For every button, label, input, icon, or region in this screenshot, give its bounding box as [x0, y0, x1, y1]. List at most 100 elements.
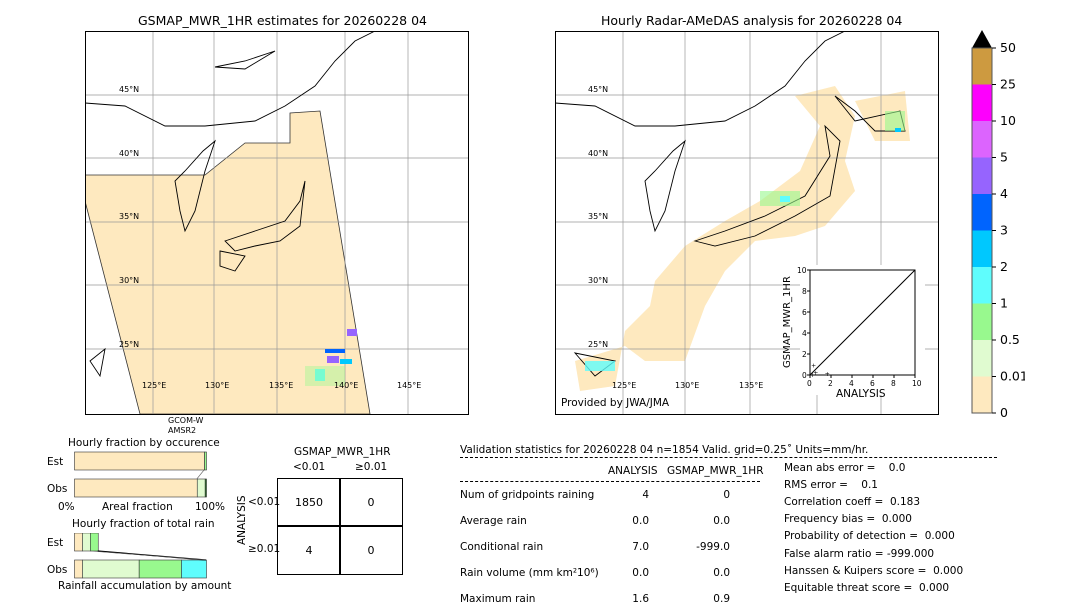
- lon-label: 140°E: [334, 381, 359, 390]
- colorbar-segment: [972, 303, 992, 340]
- stat-label: Rain volume (mm km²10⁶): [460, 567, 599, 579]
- rain-fraction-bars: [74, 533, 207, 579]
- col-label: <0.01: [293, 461, 326, 473]
- colorbar: 0 0.01 0.5 1 2 3 4 5 10 25 50: [971, 30, 1025, 420]
- divider: [460, 457, 997, 458]
- divider: [460, 481, 760, 482]
- colorbar-segment: [972, 230, 992, 267]
- rain-cells: [585, 111, 905, 371]
- scatter-ylabel: GSMAP_MWR_1HR: [782, 276, 793, 368]
- obs-bar-segment: [196, 478, 206, 498]
- stat-analysis-value: 4: [642, 489, 649, 501]
- stat-label: Average rain: [460, 515, 527, 527]
- lon-label: 135°E: [739, 381, 764, 390]
- est-bar-segment: [204, 451, 207, 471]
- contingency-cell: 0: [339, 525, 403, 575]
- stat-label: Conditional rain: [460, 541, 544, 553]
- colorbar-tick-label: 3: [1000, 223, 1008, 238]
- scatter-xlabel: ANALYSIS: [836, 388, 886, 400]
- obs-bar-segment: [204, 478, 207, 498]
- rain-cells: [305, 329, 357, 386]
- colorbar-tick-label: 2: [1000, 259, 1008, 274]
- rain-fraction-title: Hourly fraction of total rain: [72, 518, 215, 530]
- obs-bar-segment: [74, 559, 83, 579]
- col-analysis: ANALYSIS: [608, 465, 658, 477]
- est-bar-segment: [90, 533, 99, 552]
- stat-analysis-value: 1.6: [632, 593, 649, 605]
- lon-label: 145°E: [397, 381, 422, 390]
- lon-label: 125°E: [612, 381, 637, 390]
- colorbar-tick-label: 1: [1000, 296, 1008, 311]
- stat-gsmap-value: -999.0: [696, 541, 730, 553]
- xtick-100: 100%: [195, 501, 226, 513]
- colorbar-tick-label: 0: [1000, 405, 1008, 420]
- score-line: Probability of detection = 0.000: [784, 530, 955, 543]
- contingency-row-title: ANALYSIS: [236, 495, 248, 545]
- est-bar-segment: [82, 533, 91, 552]
- rain-fraction-xlabel: Rainfall accumulation by amount: [58, 580, 232, 592]
- gridlines: [85, 31, 469, 415]
- stat-gsmap-value: 0: [723, 489, 730, 501]
- score-line: Equitable threat score = 0.000: [784, 581, 950, 594]
- stat-label: Num of gridpoints raining: [460, 489, 595, 501]
- x-tick-label: 10: [912, 379, 922, 388]
- row-label-est: Est: [47, 456, 64, 468]
- row-label-obs: Obs: [47, 483, 68, 495]
- y-tick-label: 0: [802, 371, 807, 380]
- colorbar-tick-label: 0.01: [1000, 369, 1025, 384]
- row-label-est: Est: [47, 537, 64, 549]
- colorbar-segment: [972, 84, 992, 121]
- x-tick-label: 0: [807, 379, 812, 388]
- lon-label: 130°E: [205, 381, 230, 390]
- gridlines: [555, 31, 939, 415]
- stat-analysis-value: 0.0: [632, 567, 649, 579]
- occurrence-title: Hourly fraction by occurence: [68, 437, 220, 449]
- occurrence-xlabel: Areal fraction: [102, 501, 173, 513]
- connector-line: [196, 469, 205, 480]
- score-line: Mean abs error = 0.0: [784, 462, 906, 474]
- contingency-col-title: GSMAP_MWR_1HR: [294, 446, 391, 458]
- colorbar-tick-label: 0.5: [1000, 332, 1020, 347]
- y-tick-label: 8: [802, 287, 807, 296]
- lat-label: 30°N: [588, 276, 609, 285]
- stats-header: Validation statistics for 20260228 04 n=…: [460, 444, 869, 456]
- occurrence-bars: [74, 451, 207, 498]
- sensor-label: AMSR2: [168, 426, 197, 435]
- colorbar-tick-label: 50: [1000, 40, 1016, 55]
- coastlines: [85, 31, 376, 378]
- colorbar-segment: [972, 121, 992, 158]
- score-line: Correlation coeff = 0.183: [784, 496, 920, 509]
- x-tick-label: 4: [849, 379, 854, 388]
- right-map-title: Hourly Radar-AMeDAS analysis for 2026022…: [601, 13, 903, 28]
- satellite-swath: [85, 110, 371, 415]
- colorbar-segment: [972, 267, 992, 304]
- lat-label: 25°N: [119, 340, 140, 349]
- scatter-point: +: [825, 371, 830, 378]
- lat-label: 35°N: [588, 212, 609, 221]
- scatter-diagonal: [809, 269, 916, 376]
- scatter-point: +: [811, 363, 816, 370]
- y-tick-label: 2: [802, 350, 807, 359]
- colorbar-tick-label: 5: [1000, 150, 1008, 165]
- obs-bar-segment: [82, 559, 140, 579]
- score-line: RMS error = 0.1: [784, 479, 878, 492]
- col-gsmap: GSMAP_MWR_1HR: [667, 465, 764, 477]
- stat-label: Maximum rain: [460, 593, 536, 605]
- lat-label: 40°N: [588, 149, 609, 158]
- est-bar-segment: [74, 451, 205, 471]
- lon-label: 135°E: [269, 381, 294, 390]
- lat-label: 25°N: [588, 340, 609, 349]
- est-bar-segment: [74, 533, 83, 552]
- data-credit: Provided by JWA/JMA: [561, 397, 670, 409]
- y-tick-label: 10: [797, 266, 807, 275]
- row-label-obs: Obs: [47, 564, 68, 576]
- lat-label: 45°N: [119, 85, 140, 94]
- colorbar-segment: [972, 157, 992, 194]
- row-label: <0.01: [248, 496, 281, 508]
- lon-label: 130°E: [675, 381, 700, 390]
- left-map: [85, 31, 469, 415]
- obs-bar-segment: [74, 478, 198, 498]
- left-map-title: GSMAP_MWR_1HR estimates for 20260228 04: [138, 13, 427, 28]
